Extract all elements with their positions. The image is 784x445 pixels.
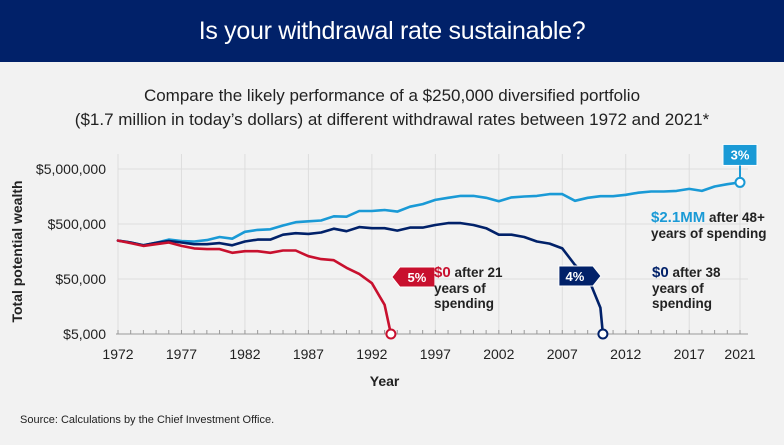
y-tick-label: $50,000	[55, 271, 106, 287]
source-note: Source: Calculations by the Chief Invest…	[20, 414, 275, 426]
series-line-4pct	[116, 221, 605, 336]
chart-title: Is your withdrawal rate sustainable?	[198, 16, 586, 45]
ending-label-5pct-line-1: $0 after 21	[434, 264, 503, 281]
ending-amount-3pct: $2.1MM	[651, 209, 705, 226]
ending-label-3pct-line-2: years of spending	[651, 226, 767, 241]
x-tick-label: 1997	[420, 346, 451, 362]
series-badge-text-4pct: 4%	[566, 269, 585, 284]
series-badge-4pct	[558, 265, 602, 287]
y-tick-label: $500,000	[48, 216, 107, 232]
series-line-5pct	[116, 239, 393, 336]
x-tick-label: 1982	[229, 346, 260, 362]
x-tick-label: 1972	[102, 346, 133, 362]
ending-label-3pct-line-1: $2.1MM after 48+	[651, 209, 765, 226]
ending-text-3pct: after 48+	[705, 210, 765, 225]
ending-text-5pct: after 21	[451, 265, 503, 280]
x-tick-label: 1987	[293, 346, 324, 362]
chart-subtitle: Compare the likely performance of a $250…	[0, 84, 784, 132]
series-badge-text-3pct: 3%	[731, 147, 750, 162]
x-tick-label: 2007	[547, 346, 578, 362]
series-badge-text-5pct: 5%	[408, 270, 427, 285]
y-tick-label: $5,000	[63, 326, 106, 342]
chart-title-banner: Is your withdrawal rate sustainable?	[0, 0, 784, 62]
ending-label-4pct-line-3: spending	[652, 296, 712, 311]
ending-label-5pct-line-3: spending	[434, 296, 494, 311]
ending-label-4pct-line-1: $0 after 38	[652, 264, 721, 281]
series-badge-5pct	[391, 266, 436, 288]
x-tick-label: 2012	[610, 346, 641, 362]
x-tick-label: 2002	[483, 346, 514, 362]
series-end-marker-3pct	[734, 176, 746, 188]
x-axis-title: Year	[370, 373, 400, 389]
y-axis-title: Total potential wealth	[9, 180, 25, 322]
ending-label-4pct-line-2: years of	[652, 281, 704, 296]
x-tick-label: 1977	[166, 346, 197, 362]
chart-subtitle-line-2: ($1.7 million in today’s dollars) at dif…	[74, 110, 710, 129]
x-tick-label: 2021	[724, 346, 755, 362]
y-tick-label: $5,000,000	[36, 161, 106, 177]
x-tick-label: 2017	[674, 346, 705, 362]
ending-text-4pct: after 38	[669, 265, 721, 280]
ending-label-5pct-line-2: years of	[434, 281, 486, 296]
ending-amount-4pct: $0	[652, 264, 669, 281]
chart-subtitle-line-1: Compare the likely performance of a $250…	[143, 86, 641, 105]
axes: $5,000 $50,000 $500,000 $5,000,000 1972 1977 1…	[9, 161, 756, 389]
series-lines	[116, 176, 746, 340]
series-end-marker-5pct	[385, 328, 397, 340]
ending-amount-5pct: $0	[434, 264, 451, 281]
series-line-3pct	[116, 181, 742, 247]
x-tick-label: 1992	[356, 346, 387, 362]
series-end-marker-4pct	[597, 328, 609, 340]
